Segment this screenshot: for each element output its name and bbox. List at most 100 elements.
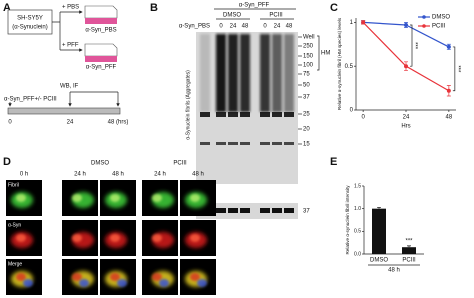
cell-signal [72, 194, 82, 202]
treatment-label: + PBS [62, 5, 79, 11]
significance: *** [405, 238, 413, 244]
mw-marker: 15 [303, 142, 310, 148]
sig-bracket [452, 46, 456, 92]
nucleus [197, 279, 207, 287]
panel-label: D [3, 156, 11, 168]
flask-medium [85, 18, 117, 24]
row-label: Fibril [8, 182, 19, 188]
blot-smear [200, 34, 210, 112]
series-line [362, 21, 450, 92]
blot-band [228, 112, 238, 117]
y-tick-label: 1 [350, 20, 354, 26]
cell-signal [190, 234, 200, 242]
nucleus [23, 279, 33, 287]
panel-label: B [150, 2, 158, 14]
x-group-label: 48 h [388, 268, 400, 274]
blot-band [272, 112, 282, 117]
y-tick-label: 1.5 [354, 183, 361, 189]
timeline-label: 0 [8, 120, 12, 126]
x-tick-label: 24 [403, 115, 410, 121]
column-header: 0 h [20, 172, 28, 178]
column-header: 48 h [112, 172, 124, 178]
group-label: DMSO [223, 13, 241, 19]
cell-sub: (α-Synuclein) [12, 25, 47, 31]
cell-box [7, 9, 53, 35]
lane-label: 48 [242, 24, 249, 30]
flask [84, 5, 118, 19]
cell-signal [190, 273, 200, 281]
blot-band [216, 112, 226, 117]
nucleus [159, 279, 169, 287]
mw-marker: Well [303, 35, 315, 41]
cell-signal [16, 234, 26, 242]
blot-band [272, 142, 282, 145]
data-point [404, 23, 408, 28]
y-axis-label: Relative α-synuclein fibril (HM species)… [337, 17, 342, 110]
blot-band [216, 208, 226, 213]
blot-band [200, 112, 210, 117]
legend-label: DMSO [432, 15, 450, 21]
hm-label: HM [321, 51, 330, 57]
hm-bracket [317, 35, 320, 71]
blot-smear [272, 34, 282, 112]
y-tick-label: 1.0 [354, 206, 361, 212]
legend-label: PCIII [432, 24, 446, 30]
arm-name: α-Syn_PFF [86, 65, 117, 71]
blot-smear [260, 34, 270, 112]
bar [372, 208, 386, 254]
mw-marker: 37 [303, 209, 310, 215]
y-tick-label: 0.5 [354, 229, 361, 235]
blot-band [260, 208, 270, 213]
error-bar [377, 206, 381, 209]
arm-name: α-Syn_PBS [85, 28, 116, 34]
mw-marker: 150 [303, 54, 314, 60]
cell-line: SH-SY5Y [17, 16, 43, 22]
mw-marker: 20 [303, 127, 310, 133]
lane-label: α-Syn_PBS [179, 24, 210, 30]
panel-label: C [330, 2, 338, 14]
lane-label: 0 [263, 24, 267, 30]
cell-signal [190, 194, 200, 202]
assay-label: WB, IF [60, 84, 79, 90]
group-header: PCIII [173, 161, 187, 167]
lane-label: 24 [274, 24, 281, 30]
panel-label: A [3, 2, 11, 14]
nucleus [79, 279, 89, 287]
sig-bracket [410, 24, 413, 67]
significance: *** [454, 65, 460, 73]
row-label: α-Syn [8, 222, 21, 228]
timeline [7, 107, 121, 115]
data-point [361, 20, 366, 25]
data-point [446, 88, 451, 93]
mw-marker: 250 [303, 44, 314, 50]
blot-band [260, 112, 270, 117]
cell-signal [72, 234, 82, 242]
cell-signal [110, 194, 120, 202]
y-tick-label: 0.0 [354, 251, 361, 257]
x-axis-label: Hrs [401, 124, 410, 130]
treatment: α-Syn_PFF+/- PCIII [4, 97, 57, 103]
blot-band [240, 112, 250, 117]
data-point [446, 44, 451, 49]
cell-signal [152, 273, 162, 281]
blot-band [284, 142, 294, 145]
x-tick-label: DMSO [370, 258, 388, 264]
legend-marker [422, 24, 426, 28]
x-tick-label: 48 [446, 115, 453, 121]
cell-signal [72, 273, 82, 281]
mw-marker: 50 [303, 83, 310, 89]
blot-smear [284, 34, 294, 112]
blot-ylabel: α-Synuclein fibrils (Aggregates) [185, 70, 191, 140]
group-label: PCIII [269, 13, 283, 19]
blot-band [284, 112, 294, 117]
lane-label: 48 [286, 24, 293, 30]
mw-marker: 25 [303, 112, 310, 118]
column-header: 24 h [74, 172, 86, 178]
blot-band [228, 208, 238, 213]
blot-smear [240, 34, 250, 112]
cell-signal [16, 273, 26, 281]
column-header: 24 h [154, 172, 166, 178]
significance: *** [411, 42, 417, 50]
blot-smear [228, 34, 238, 112]
